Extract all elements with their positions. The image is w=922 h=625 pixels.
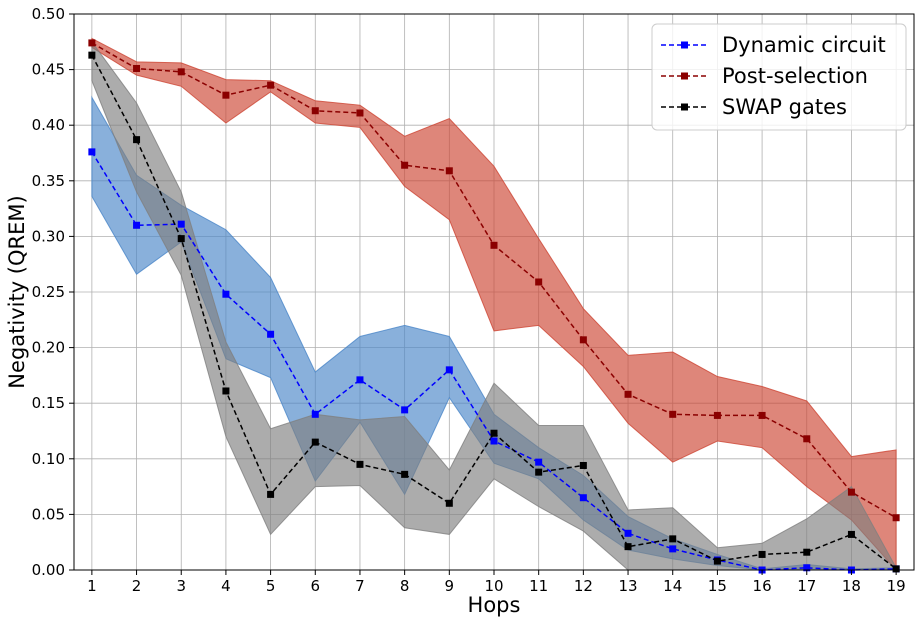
x-tick-label: 3 [176, 577, 186, 595]
y-tick-label: 0.10 [32, 450, 65, 468]
x-tick-label: 17 [797, 577, 816, 595]
dynamic-circuit-point [669, 545, 677, 553]
dynamic-circuit-point [88, 148, 96, 156]
swap-gates-point [445, 499, 453, 507]
swap-gates-point [311, 438, 319, 446]
x-tick-label: 13 [618, 577, 637, 595]
x-tick-label: 16 [753, 577, 772, 595]
dynamic-circuit-point [579, 494, 587, 502]
dynamic-circuit-point [401, 406, 409, 414]
post-selection-point [177, 68, 185, 76]
dynamic-circuit-point [222, 290, 230, 298]
swap-gates-point [669, 535, 677, 543]
post-selection-point [133, 64, 141, 72]
x-tick-label: 15 [708, 577, 727, 595]
post-selection-point [713, 411, 721, 419]
swap-gates-point [758, 550, 766, 558]
post-selection-point [356, 109, 364, 117]
x-tick-label: 5 [266, 577, 276, 595]
legend-marker-post-selection [681, 72, 688, 80]
legend-label-post-selection: Post-selection [722, 64, 868, 88]
swap-gates-point [177, 235, 185, 243]
y-tick-label: 0.50 [32, 5, 65, 23]
swap-gates-point [356, 460, 364, 468]
post-selection-point [847, 488, 855, 496]
post-selection-point [892, 514, 900, 522]
x-tick-label: 1 [87, 577, 97, 595]
series-markers [88, 39, 900, 574]
dynamic-circuit-point [267, 330, 275, 338]
dynamic-circuit-point [490, 437, 498, 445]
post-selection-point [579, 336, 587, 344]
swap-gates-point [133, 136, 141, 144]
post-selection-point [401, 161, 409, 169]
y-tick-label: 0.15 [32, 394, 65, 412]
x-tick-label: 19 [887, 577, 906, 595]
x-axis-label: Hops [468, 593, 521, 617]
x-tick-label: 9 [445, 577, 455, 595]
dynamic-circuit-point [445, 366, 453, 374]
legend: Dynamic circuit Post-selection SWAP gates [651, 23, 907, 131]
legend-label-swap-gates: SWAP gates [722, 95, 847, 119]
legend-marker-dynamic-circuit [681, 41, 688, 49]
dynamic-circuit-point [133, 221, 141, 229]
post-selection-point [88, 39, 96, 47]
dynamic-circuit-point [803, 564, 811, 572]
y-tick-label: 0.35 [32, 172, 65, 190]
swap-gates-point [713, 557, 721, 565]
x-tick-label: 11 [529, 577, 548, 595]
x-tick-label: 7 [355, 577, 365, 595]
x-tick-label: 14 [663, 577, 682, 595]
post-selection-point [222, 91, 230, 99]
dynamic-circuit-point [311, 410, 319, 418]
x-tick-label: 12 [574, 577, 593, 595]
dynamic-circuit-point [356, 376, 364, 384]
x-tick-label: 8 [400, 577, 410, 595]
dynamic-circuit-point [624, 529, 632, 537]
post-selection-point [669, 410, 677, 418]
swap-gates-point [267, 490, 275, 498]
y-tick-label: 0.40 [32, 116, 65, 134]
y-tick-label: 0.00 [32, 561, 65, 579]
legend-label-dynamic-circuit: Dynamic circuit [722, 33, 886, 57]
swap-gates-point [847, 530, 855, 538]
swap-gates-point [490, 429, 498, 437]
y-tick-label: 0.20 [32, 339, 65, 357]
post-selection-point [758, 411, 766, 419]
post-selection-point [445, 167, 453, 175]
post-selection-point [490, 241, 498, 249]
swap-gates-point [624, 543, 632, 551]
post-selection-point [535, 278, 543, 286]
swap-gates-point [892, 565, 900, 573]
swap-gates-point [401, 470, 409, 478]
swap-gates-point [222, 387, 230, 395]
legend-frame [651, 23, 907, 131]
y-tick-label: 0.30 [32, 227, 65, 245]
x-tick-label: 18 [842, 577, 861, 595]
x-tick-label: 6 [311, 577, 321, 595]
legend-marker-swap-gates [681, 103, 688, 111]
y-tick-label: 0.45 [32, 61, 65, 79]
x-tick-label: 2 [132, 577, 142, 595]
swap-gates-point [535, 468, 543, 476]
axis-ticks: 1 2 3 4 5 6 7 8 9 10 11 12 13 14 15 16 17 18 190.000.050.1… [32, 5, 906, 595]
dynamic-circuit-point [535, 458, 543, 466]
post-selection-point [624, 390, 632, 398]
swap-gates-point [88, 51, 96, 59]
y-tick-label: 0.25 [32, 283, 65, 301]
dynamic-circuit-point [177, 220, 185, 228]
y-tick-label: 0.05 [32, 505, 65, 523]
post-selection-point [267, 81, 275, 89]
post-selection-point [311, 107, 319, 115]
x-tick-label: 4 [221, 577, 231, 595]
y-axis-label: Negativity (QREM) [5, 195, 29, 388]
swap-gates-point [579, 461, 587, 469]
post-selection-point [803, 435, 811, 443]
swap-gates-point [803, 548, 811, 556]
x-tick-label: 10 [484, 577, 503, 595]
